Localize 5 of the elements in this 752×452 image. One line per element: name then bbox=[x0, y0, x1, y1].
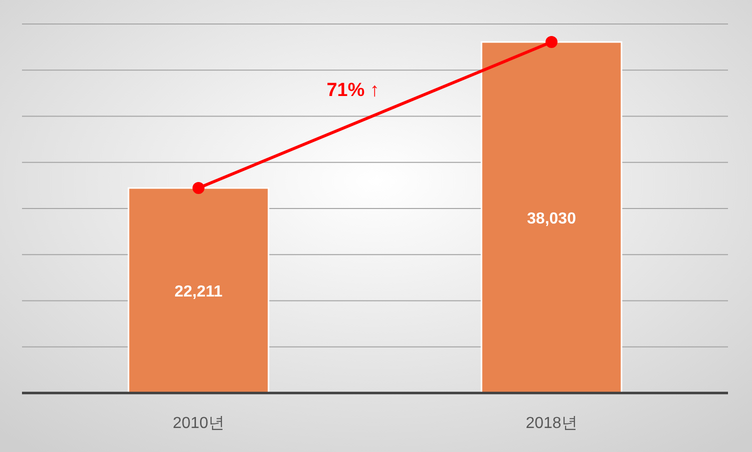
data-label: 22,211 bbox=[174, 284, 223, 300]
annotation: 71% ↑ bbox=[326, 80, 380, 101]
data-label: 38,030 bbox=[527, 210, 576, 228]
x-tick-label: 2010년 bbox=[172, 415, 224, 432]
x-tick-label: 2018년 bbox=[526, 415, 578, 432]
